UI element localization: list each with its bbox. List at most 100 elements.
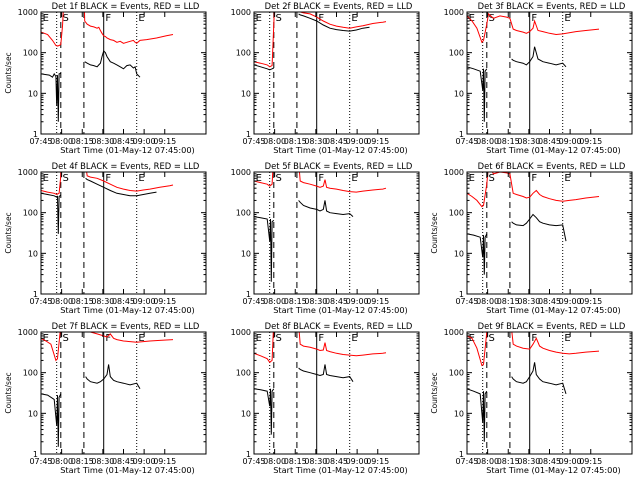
phase-label: S xyxy=(275,13,281,24)
chart-title: Det 6f BLACK = Events, RED = LLD xyxy=(478,161,626,171)
x-axis-label: Start Time (01-May-12 07:45:00) xyxy=(486,305,621,315)
x-tick-label: 08:45 xyxy=(325,297,348,306)
phase-label: S xyxy=(488,173,494,184)
x-tick-label: 08:45 xyxy=(112,297,135,306)
y-tick-label: 1000 xyxy=(444,8,464,17)
x-tick-label: 09:15 xyxy=(153,457,176,466)
series-lld xyxy=(254,332,387,364)
y-tick-label: 100 xyxy=(23,209,38,218)
x-tick-label: 09:15 xyxy=(366,457,389,466)
x-tick-label: 09:00 xyxy=(346,297,369,306)
x-tick-label: 08:45 xyxy=(538,137,561,146)
y-tick-label: 1 xyxy=(246,130,251,139)
y-tick-label: 100 xyxy=(23,369,38,378)
phase-label: F xyxy=(105,13,111,24)
x-tick-label: 08:30 xyxy=(304,297,327,306)
x-tick-label: 07:45 xyxy=(29,297,52,306)
x-tick-label: 07:45 xyxy=(242,457,265,466)
x-tick-label: 07:45 xyxy=(242,137,265,146)
y-tick-label: 1 xyxy=(459,290,464,299)
y-tick-label: 1000 xyxy=(18,8,38,17)
x-tick-label: 08:00 xyxy=(50,137,73,146)
phase-label: E xyxy=(351,13,357,24)
phase-label: F xyxy=(531,173,537,184)
chart-title: Det 5f BLACK = Events, RED = LLD xyxy=(265,161,413,171)
x-tick-label: 08:00 xyxy=(50,457,73,466)
x-tick-label: 08:30 xyxy=(517,297,540,306)
series-lld xyxy=(41,12,174,47)
series-lld xyxy=(467,332,600,367)
x-tick-label: 08:15 xyxy=(284,137,307,146)
y-axis-label: Counts/sec xyxy=(4,52,13,93)
phase-label: E xyxy=(469,13,475,24)
series-events xyxy=(467,362,567,442)
phase-label: E xyxy=(564,173,570,184)
chart-title: Det 2f BLACK = Events, RED = LLD xyxy=(265,1,413,11)
x-axis-label: Start Time (01-May-12 07:45:00) xyxy=(60,305,195,315)
x-tick-label: 09:00 xyxy=(559,137,582,146)
phase-label: F xyxy=(531,13,537,24)
series-events xyxy=(41,364,141,447)
x-tick-label: 09:15 xyxy=(366,137,389,146)
phase-label: S xyxy=(62,13,68,24)
y-tick-label: 10 xyxy=(241,249,251,258)
y-tick-label: 100 xyxy=(236,49,251,58)
phase-label: E xyxy=(351,333,357,344)
x-tick-label: 09:15 xyxy=(153,137,176,146)
y-tick-label: 1 xyxy=(246,450,251,459)
series-events xyxy=(41,177,157,234)
x-tick-label: 08:30 xyxy=(304,457,327,466)
chart-title: Det 1f BLACK = Events, RED = LLD xyxy=(52,1,200,11)
y-tick-label: 10 xyxy=(241,89,251,98)
x-tick-label: 08:00 xyxy=(476,297,499,306)
x-tick-label: 08:45 xyxy=(112,457,135,466)
series-events xyxy=(467,213,567,275)
x-tick-label: 08:15 xyxy=(71,457,94,466)
x-tick-label: 09:15 xyxy=(579,137,602,146)
x-tick-label: 08:15 xyxy=(497,457,520,466)
phase-label: S xyxy=(62,173,68,184)
series-events xyxy=(254,200,354,282)
x-tick-label: 07:45 xyxy=(242,297,265,306)
y-tick-label: 1 xyxy=(459,130,464,139)
phase-label: S xyxy=(488,333,494,344)
plot-frame xyxy=(253,11,420,135)
plot-frame xyxy=(40,11,207,135)
phase-label: S xyxy=(275,173,281,184)
chart-title: Det 7f BLACK = Events, RED = LLD xyxy=(52,321,200,331)
y-tick-label: 10 xyxy=(241,409,251,418)
y-tick-label: 100 xyxy=(236,209,251,218)
x-tick-label: 09:00 xyxy=(133,137,156,146)
y-tick-label: 10 xyxy=(28,409,38,418)
y-tick-label: 1 xyxy=(459,450,464,459)
x-tick-label: 09:15 xyxy=(153,297,176,306)
x-axis-label: Start Time (01-May-12 07:45:00) xyxy=(60,145,195,155)
x-tick-label: 08:30 xyxy=(91,137,114,146)
x-tick-label: 08:00 xyxy=(476,457,499,466)
x-tick-label: 09:15 xyxy=(579,457,602,466)
y-axis-label: Counts/sec xyxy=(4,212,13,253)
x-tick-label: 08:30 xyxy=(517,137,540,146)
chart-title: Det 4f BLACK = Events, RED = LLD xyxy=(52,161,200,171)
series-lld xyxy=(41,172,174,196)
x-tick-label: 07:45 xyxy=(455,457,478,466)
y-tick-label: 1000 xyxy=(231,328,251,337)
x-tick-label: 09:00 xyxy=(133,297,156,306)
series-lld xyxy=(254,172,387,193)
chart-title: Det 3f BLACK = Events, RED = LLD xyxy=(478,1,626,11)
plot-frame xyxy=(40,171,207,295)
y-axis-label: Counts/sec xyxy=(430,372,439,413)
phase-label: S xyxy=(275,333,281,344)
series-lld xyxy=(41,332,174,362)
y-tick-label: 100 xyxy=(449,209,464,218)
x-axis-label: Start Time (01-May-12 07:45:00) xyxy=(273,305,408,315)
x-tick-label: 08:30 xyxy=(91,457,114,466)
chart-title: Det 8f BLACK = Events, RED = LLD xyxy=(265,321,413,331)
phase-label: E xyxy=(138,13,144,24)
x-tick-label: 08:00 xyxy=(263,137,286,146)
